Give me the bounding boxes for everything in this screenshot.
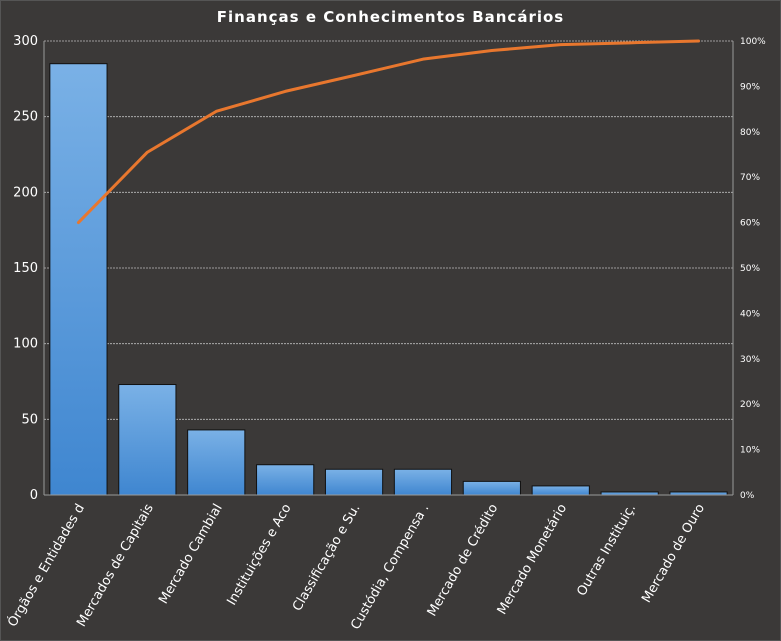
x-tick-label: Instituições e Aco: [224, 501, 294, 608]
y-tick-label: 250: [13, 110, 38, 125]
axes: 0 50 100 150 200 250 300 0% 10% 20% 30% 40% 50% 60% 70…: [4, 34, 766, 632]
y2-tick-label: 30%: [740, 355, 760, 365]
y2-tick-label: 70%: [740, 173, 760, 183]
bar: [324, 468, 384, 496]
bar: [462, 480, 521, 496]
y2-tick-label: 100%: [740, 37, 766, 47]
cumulative-line: [76, 39, 701, 225]
y-tick-label: 100: [13, 337, 38, 352]
x-tick-label: Mercado Cambial: [156, 502, 225, 607]
bar: [531, 485, 590, 496]
x-tick-label: Classificação e Su.: [290, 502, 364, 614]
bar: [256, 464, 315, 496]
y-tick-label: 150: [13, 261, 38, 276]
y2-tick-label: 50%: [740, 264, 760, 274]
x-tick-label: Outras Instituiç.: [574, 502, 639, 599]
cumulative-percent-line: [76, 39, 701, 225]
x-tick-label: Órgãos e Entidades d: [4, 501, 88, 630]
y2-tick-label: 40%: [740, 309, 760, 319]
x-tick-label: Mercados de Capitais: [74, 501, 157, 629]
bar: [393, 468, 453, 496]
y2-tick-label: 90%: [740, 82, 760, 92]
x-tick-label: Mercado de Crédito: [425, 501, 502, 619]
bar: [49, 63, 108, 496]
y-tick-label: 200: [13, 185, 38, 200]
grid-lines: [44, 40, 733, 420]
y2-tick-label: 10%: [740, 446, 760, 456]
chart-title: Finanças e Conhecimentos Bancários: [216, 8, 565, 26]
x-tick-label: Custódia, Compensa .: [348, 502, 432, 633]
y-tick-label: 300: [13, 34, 38, 49]
y-tick-label: 0: [30, 488, 38, 503]
bar: [118, 384, 177, 496]
bars: [49, 63, 728, 496]
y2-tick-label: 80%: [740, 128, 760, 138]
y2-tick-label: 20%: [740, 400, 760, 410]
y-tick-label: 50: [21, 412, 38, 427]
x-tick-label: Mercado de Ouro: [639, 501, 708, 605]
bar: [187, 429, 246, 496]
x-tick-label: Mercado Monetário: [495, 501, 571, 617]
y2-tick-label: 60%: [740, 219, 760, 229]
y2-tick-label: 0%: [740, 491, 755, 501]
